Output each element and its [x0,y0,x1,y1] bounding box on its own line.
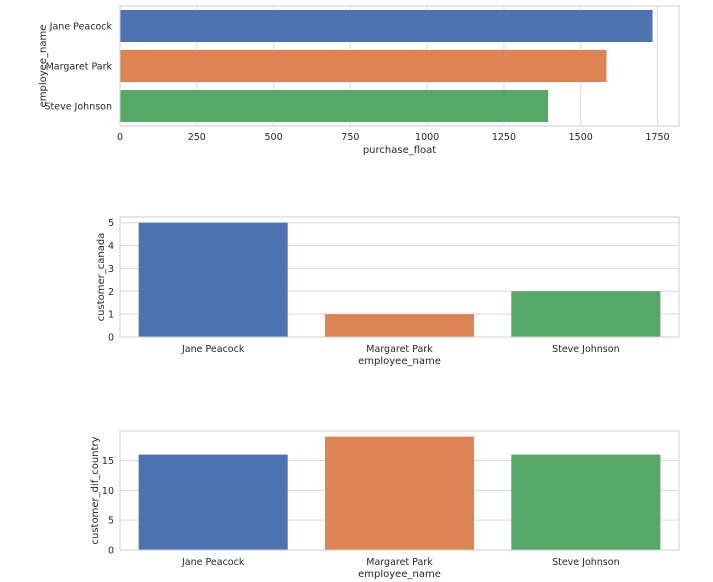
y-tick-label: 0 [108,333,114,344]
y-tick-label: 4 [108,241,114,252]
y-tick-label: 1 [108,310,114,321]
plot-frame [119,5,680,127]
tick-labels: 0 5 10 15 Jane Peacock Margaret Park Steve Joh… [102,456,620,568]
bars [138,222,661,337]
tick-labels: 0 250 500 750 1000 1250 1500 1750 Jane Peacock Ma… [44,22,669,144]
bars [120,10,653,122]
bar-steve-johnson [120,90,549,122]
x-tick-label: 1000 [415,132,439,143]
x-axis-label: employee_name [358,569,441,580]
bar-jane-peacock [138,222,288,337]
x-tick-label: 1500 [569,132,593,143]
customer-dif-country-chart: 0 5 10 15 Jane Peacock Margaret Park Steve Joh… [90,430,680,580]
bars [138,436,661,550]
plot-frame [119,216,680,338]
x-tick-label: 250 [188,132,206,143]
y-axis-label: customer_dif_country [90,436,101,544]
y-tick-label: Jane Peacock [49,22,113,33]
y-axis-label: employee_name [38,25,49,108]
y-tick-label: 3 [108,264,114,275]
plot-frame [119,430,680,551]
x-tick-label: Margaret Park [366,557,433,568]
x-tick-label: Jane Peacock [181,557,245,568]
customer-canada-chart: 0 1 2 3 4 5 Jane Peacock Margaret Park Steve Joh… [96,216,680,367]
y-tick-label: Steve Johnson [44,102,112,113]
bar-margaret-park [120,50,607,82]
y-axis-label: customer_canada [96,233,107,322]
x-tick-label: Margaret Park [366,344,433,355]
x-tick-label: 1750 [645,132,669,143]
x-axis-label: purchase_float [363,145,436,156]
x-tick-label: 750 [341,132,359,143]
bar-steve-johnson [511,454,661,550]
bar-margaret-park [324,436,475,550]
purchase-chart: 0 250 500 750 1000 1250 1500 1750 Jane Peacock Ma… [38,5,680,156]
x-tick-label: 500 [265,132,283,143]
bar-jane-peacock [120,10,653,42]
x-axis-label: employee_name [358,356,441,367]
bar-steve-johnson [511,291,661,337]
x-tick-label: Steve Johnson [552,344,620,355]
y-tick-label: 0 [108,546,114,557]
y-tick-label: 10 [102,486,114,497]
y-tick-label: 5 [108,516,114,527]
x-tick-label: Jane Peacock [181,344,245,355]
x-tick-label: 0 [117,132,123,143]
bar-margaret-park [324,314,475,337]
tick-labels: 0 1 2 3 4 5 Jane Peacock Margaret Park Steve Joh… [108,218,620,355]
x-tick-label: Steve Johnson [552,557,620,568]
bar-jane-peacock [138,454,288,550]
y-tick-label: Margaret Park [46,62,113,73]
y-tick-label: 2 [108,287,114,298]
x-tick-label: 1250 [492,132,516,143]
y-tick-label: 5 [108,218,114,229]
y-tick-label: 15 [102,456,114,467]
